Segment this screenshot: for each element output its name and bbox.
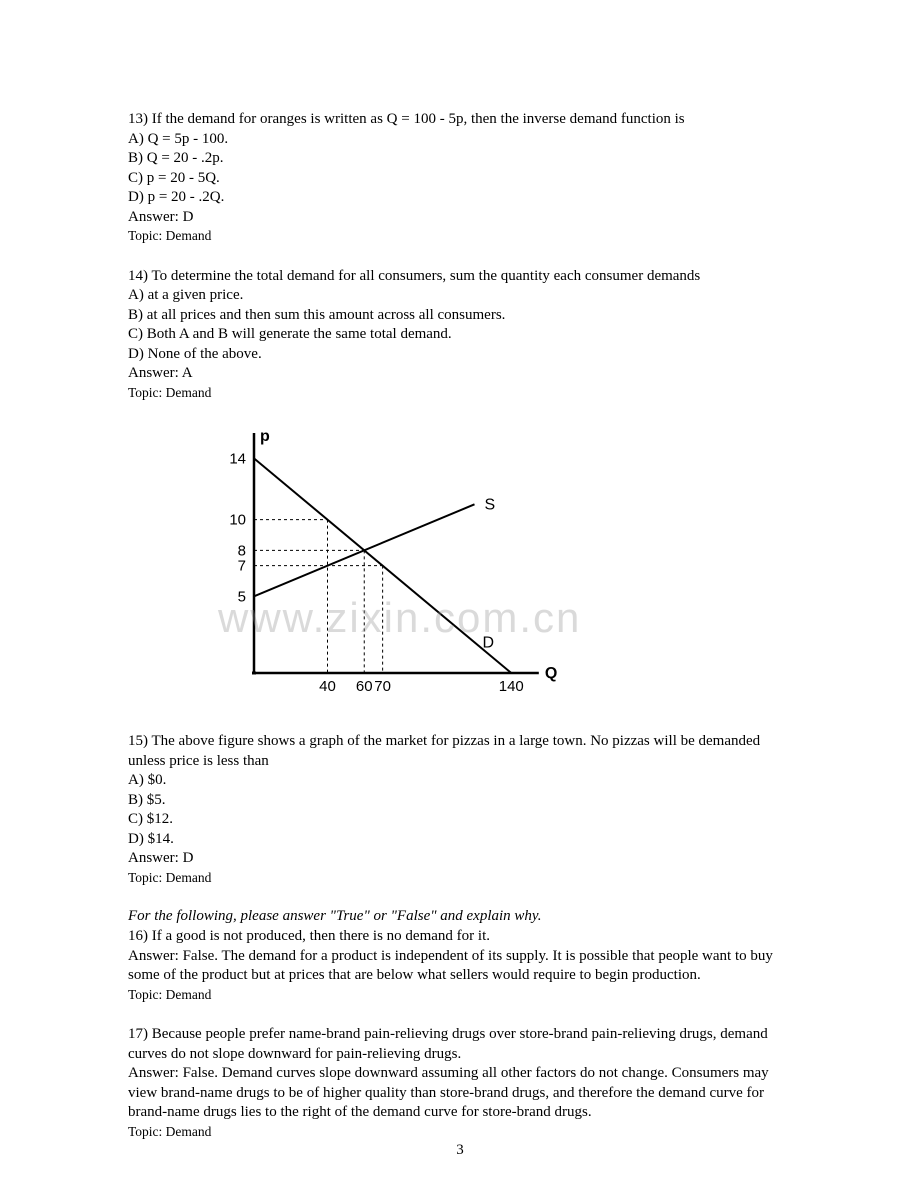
svg-text:140: 140 xyxy=(499,678,524,695)
q15-answer: Answer: D xyxy=(128,849,795,869)
q16-prompt: 16) If a good is not produced, then ther… xyxy=(128,927,795,947)
question-17: 17) Because people prefer name-brand pai… xyxy=(128,1025,795,1140)
question-13: 13) If the demand for oranges is written… xyxy=(128,110,795,245)
svg-text:8: 8 xyxy=(238,542,246,559)
svg-text:p: p xyxy=(260,428,270,445)
q14-answer: Answer: A xyxy=(128,364,795,384)
svg-text:S: S xyxy=(485,496,496,513)
q15-option-a: A) $0. xyxy=(128,771,795,791)
svg-text:14: 14 xyxy=(229,450,246,467)
q17-answer: Answer: False. Demand curves slope downw… xyxy=(128,1064,795,1123)
svg-text:10: 10 xyxy=(229,512,246,529)
q15-option-c: C) $12. xyxy=(128,810,795,830)
page-number: 3 xyxy=(0,1142,920,1159)
q16-topic: Topic: Demand xyxy=(128,986,795,1004)
q13-option-d: D) p = 20 - .2Q. xyxy=(128,188,795,208)
q13-option-a: A) Q = 5p - 100. xyxy=(128,130,795,150)
chart-svg: p Q 5 78 10 14 40 6070 140 S D xyxy=(208,423,608,713)
q14-option-d: D) None of the above. xyxy=(128,345,795,365)
q15-option-d: D) $14. xyxy=(128,830,795,850)
svg-text:D: D xyxy=(483,634,495,651)
q15-prompt: 15) The above figure shows a graph of th… xyxy=(128,732,795,771)
q14-option-c: C) Both A and B will generate the same t… xyxy=(128,325,795,345)
svg-text:Q: Q xyxy=(545,665,557,682)
svg-text:70: 70 xyxy=(374,678,391,695)
svg-text:40: 40 xyxy=(319,678,336,695)
q14-option-b: B) at all prices and then sum this amoun… xyxy=(128,306,795,326)
svg-text:7: 7 xyxy=(238,558,246,575)
q13-option-c: C) p = 20 - 5Q. xyxy=(128,169,795,189)
instruction-line: For the following, please answer "True" … xyxy=(128,908,795,925)
q14-topic: Topic: Demand xyxy=(128,384,795,402)
q17-prompt: 17) Because people prefer name-brand pai… xyxy=(128,1025,795,1064)
q15-option-b: B) $5. xyxy=(128,791,795,811)
question-15: 15) The above figure shows a graph of th… xyxy=(128,732,795,886)
question-16: 16) If a good is not produced, then ther… xyxy=(128,927,795,1003)
question-14: 14) To determine the total demand for al… xyxy=(128,267,795,402)
svg-text:60: 60 xyxy=(356,678,373,695)
q13-topic: Topic: Demand xyxy=(128,227,795,245)
q15-topic: Topic: Demand xyxy=(128,869,795,887)
q14-prompt: 14) To determine the total demand for al… xyxy=(128,267,795,287)
q13-option-b: B) Q = 20 - .2p. xyxy=(128,149,795,169)
q17-topic: Topic: Demand xyxy=(128,1123,795,1141)
q14-option-a: A) at a given price. xyxy=(128,286,795,306)
page-content: 13) If the demand for oranges is written… xyxy=(0,0,920,1140)
supply-demand-chart: p Q 5 78 10 14 40 6070 140 S D xyxy=(208,423,795,718)
q13-answer: Answer: D xyxy=(128,208,795,228)
q16-answer: Answer: False. The demand for a product … xyxy=(128,947,795,986)
q13-prompt: 13) If the demand for oranges is written… xyxy=(128,110,795,130)
svg-text:5: 5 xyxy=(238,588,246,605)
